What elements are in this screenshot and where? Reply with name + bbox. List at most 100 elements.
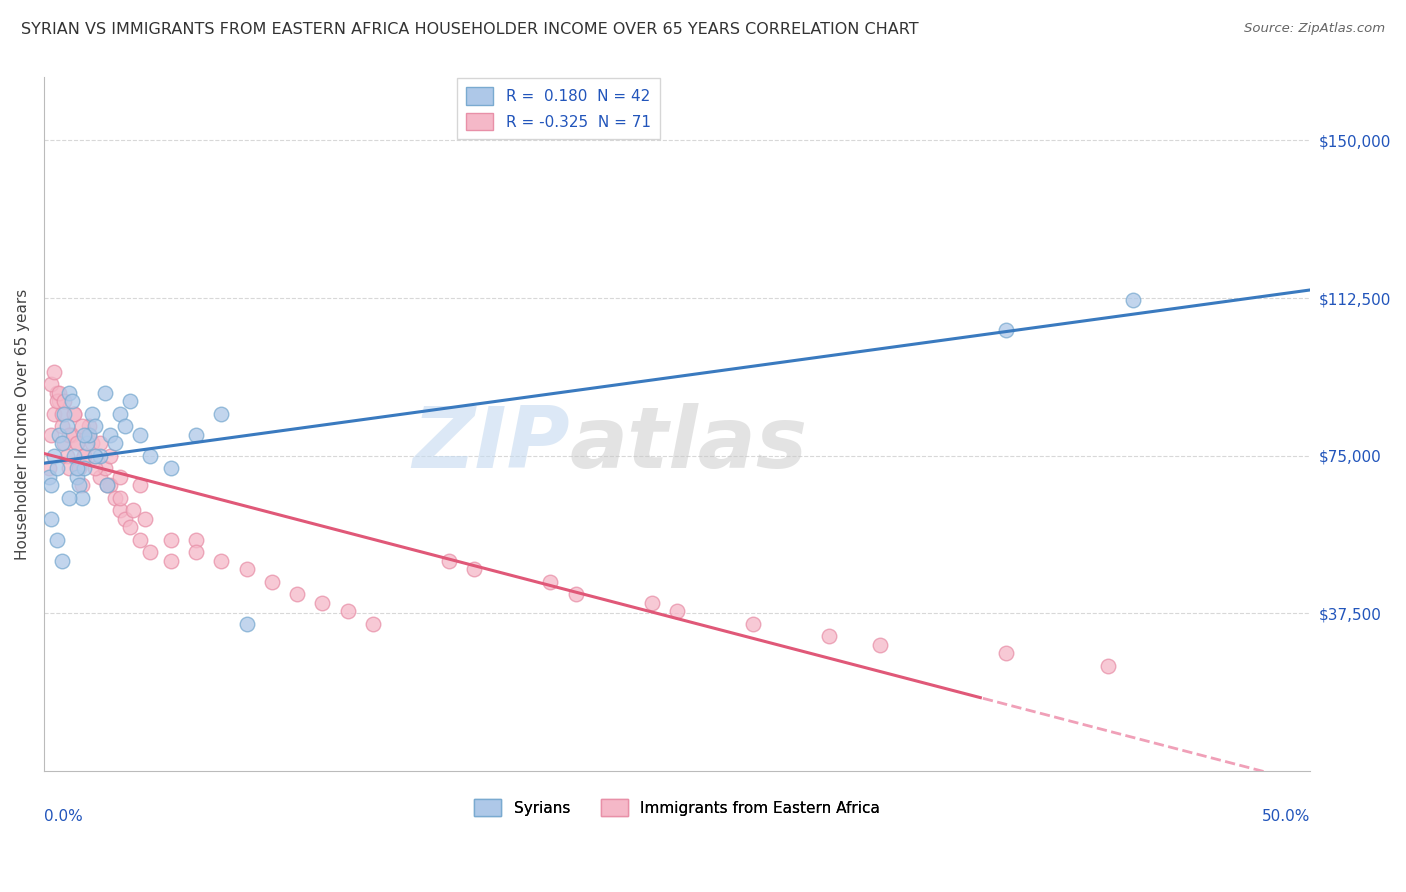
Point [41, 427, 63, 442]
Point [58, 461, 80, 475]
Point [108, 407, 131, 421]
Point [336, 604, 359, 618]
Point [60, 394, 83, 409]
Point [139, 449, 162, 463]
Point [79, 427, 101, 442]
Point [184, 533, 207, 547]
Point [38, 461, 60, 475]
Point [96, 478, 118, 492]
Point [55, 449, 77, 463]
Point [80, 436, 103, 450]
Point [67, 461, 90, 475]
Point [79, 419, 101, 434]
Point [108, 469, 131, 483]
Point [98, 427, 121, 442]
Point [53, 407, 76, 421]
Point [118, 394, 141, 409]
Point [285, 587, 308, 601]
Point [51, 407, 73, 421]
Point [83, 449, 105, 463]
Point [159, 461, 181, 475]
Point [73, 449, 96, 463]
Point [104, 436, 127, 450]
Point [53, 436, 76, 450]
Point [121, 503, 143, 517]
Point [55, 419, 77, 434]
Point [93, 385, 115, 400]
Point [184, 545, 207, 559]
Point [89, 469, 111, 483]
Point [48, 394, 70, 409]
Legend: Syrians, Immigrants from Eastern Africa: Syrians, Immigrants from Eastern Africa [465, 789, 890, 825]
Point [42, 449, 65, 463]
Point [76, 436, 98, 450]
Point [641, 596, 664, 610]
Point [995, 646, 1018, 660]
Point [60, 427, 83, 442]
Point [129, 427, 152, 442]
Point [58, 385, 80, 400]
Point [66, 436, 89, 450]
Point [58, 491, 80, 505]
Point [995, 322, 1018, 336]
Point [139, 545, 162, 559]
Point [63, 407, 86, 421]
Point [869, 638, 891, 652]
Point [58, 427, 80, 442]
Point [159, 533, 181, 547]
Text: ZIP: ZIP [412, 403, 569, 486]
Point [89, 436, 111, 450]
Point [209, 554, 232, 568]
Point [98, 449, 121, 463]
Point [83, 419, 105, 434]
Point [45, 394, 67, 409]
Point [80, 407, 103, 421]
Point [98, 478, 121, 492]
Point [73, 449, 96, 463]
Point [83, 449, 105, 463]
Point [129, 478, 152, 492]
Point [235, 562, 257, 576]
Point [104, 491, 127, 505]
Point [51, 554, 73, 568]
Text: 50.0%: 50.0% [1263, 809, 1310, 824]
Point [63, 449, 86, 463]
Point [51, 436, 73, 450]
Point [70, 491, 93, 505]
Point [38, 469, 60, 483]
Point [76, 427, 98, 442]
Point [1122, 293, 1144, 307]
Point [463, 562, 485, 576]
Point [41, 511, 63, 525]
Point [70, 478, 93, 492]
Point [42, 407, 65, 421]
Point [48, 427, 70, 442]
Point [114, 511, 136, 525]
Point [666, 604, 689, 618]
Point [129, 533, 152, 547]
Point [134, 511, 156, 525]
Point [361, 616, 384, 631]
Point [66, 461, 89, 475]
Point [45, 533, 67, 547]
Point [53, 394, 76, 409]
Point [742, 616, 765, 631]
Point [540, 574, 562, 589]
Point [235, 616, 257, 631]
Point [66, 436, 89, 450]
Point [48, 385, 70, 400]
Point [818, 629, 841, 643]
Point [41, 377, 63, 392]
Point [118, 520, 141, 534]
Point [79, 427, 101, 442]
Point [45, 385, 67, 400]
Point [67, 478, 90, 492]
Point [209, 407, 232, 421]
Point [66, 469, 89, 483]
Point [45, 461, 67, 475]
Point [311, 596, 333, 610]
Point [41, 478, 63, 492]
Point [260, 574, 283, 589]
Point [108, 503, 131, 517]
Point [1097, 658, 1119, 673]
